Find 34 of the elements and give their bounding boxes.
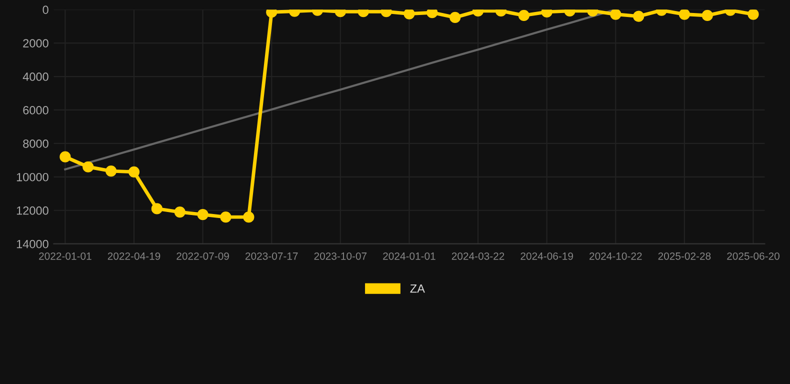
point <box>197 209 208 220</box>
x-tick-label: 2025-06-20 <box>727 252 780 260</box>
point <box>106 166 117 177</box>
y-tick-label: 0 <box>42 6 48 14</box>
point <box>610 10 622 20</box>
y-tick-label: 8000 <box>23 139 48 148</box>
x-tick-label: 2023-10-07 <box>314 252 367 260</box>
legend-label: ZA <box>410 284 425 293</box>
x-tick-label: 2022-01-01 <box>39 252 92 260</box>
point <box>426 10 438 18</box>
y-tick-label: 14000 <box>16 240 48 248</box>
point <box>404 10 415 20</box>
x-tick-label: 2022-07-09 <box>176 252 229 260</box>
point <box>678 10 690 20</box>
y-tick-label: 4000 <box>22 72 48 81</box>
x-tick-label: 2025-02-28 <box>658 252 711 260</box>
x-tick-label: 2024-01-01 <box>383 252 436 260</box>
y-tick-label: 2000 <box>23 39 48 48</box>
point <box>748 10 759 20</box>
x-tick-label: 2024-10-22 <box>590 252 642 260</box>
x-tick-label: 2022-04-19 <box>108 252 160 260</box>
x-tick-label: 2024-03-22 <box>452 252 504 260</box>
point <box>174 206 186 218</box>
x-tick-label: 2024-06-19 <box>520 252 573 260</box>
point <box>60 151 71 162</box>
point <box>151 203 162 214</box>
point <box>82 161 94 172</box>
point <box>128 166 140 178</box>
x-tick-label: 2023-07-17 <box>245 252 298 260</box>
y-tick-label: 6000 <box>23 106 48 114</box>
point <box>220 212 232 223</box>
point <box>243 212 254 223</box>
y-tick-label: 12000 <box>16 206 48 215</box>
y-tick-label: 10000 <box>16 172 48 182</box>
